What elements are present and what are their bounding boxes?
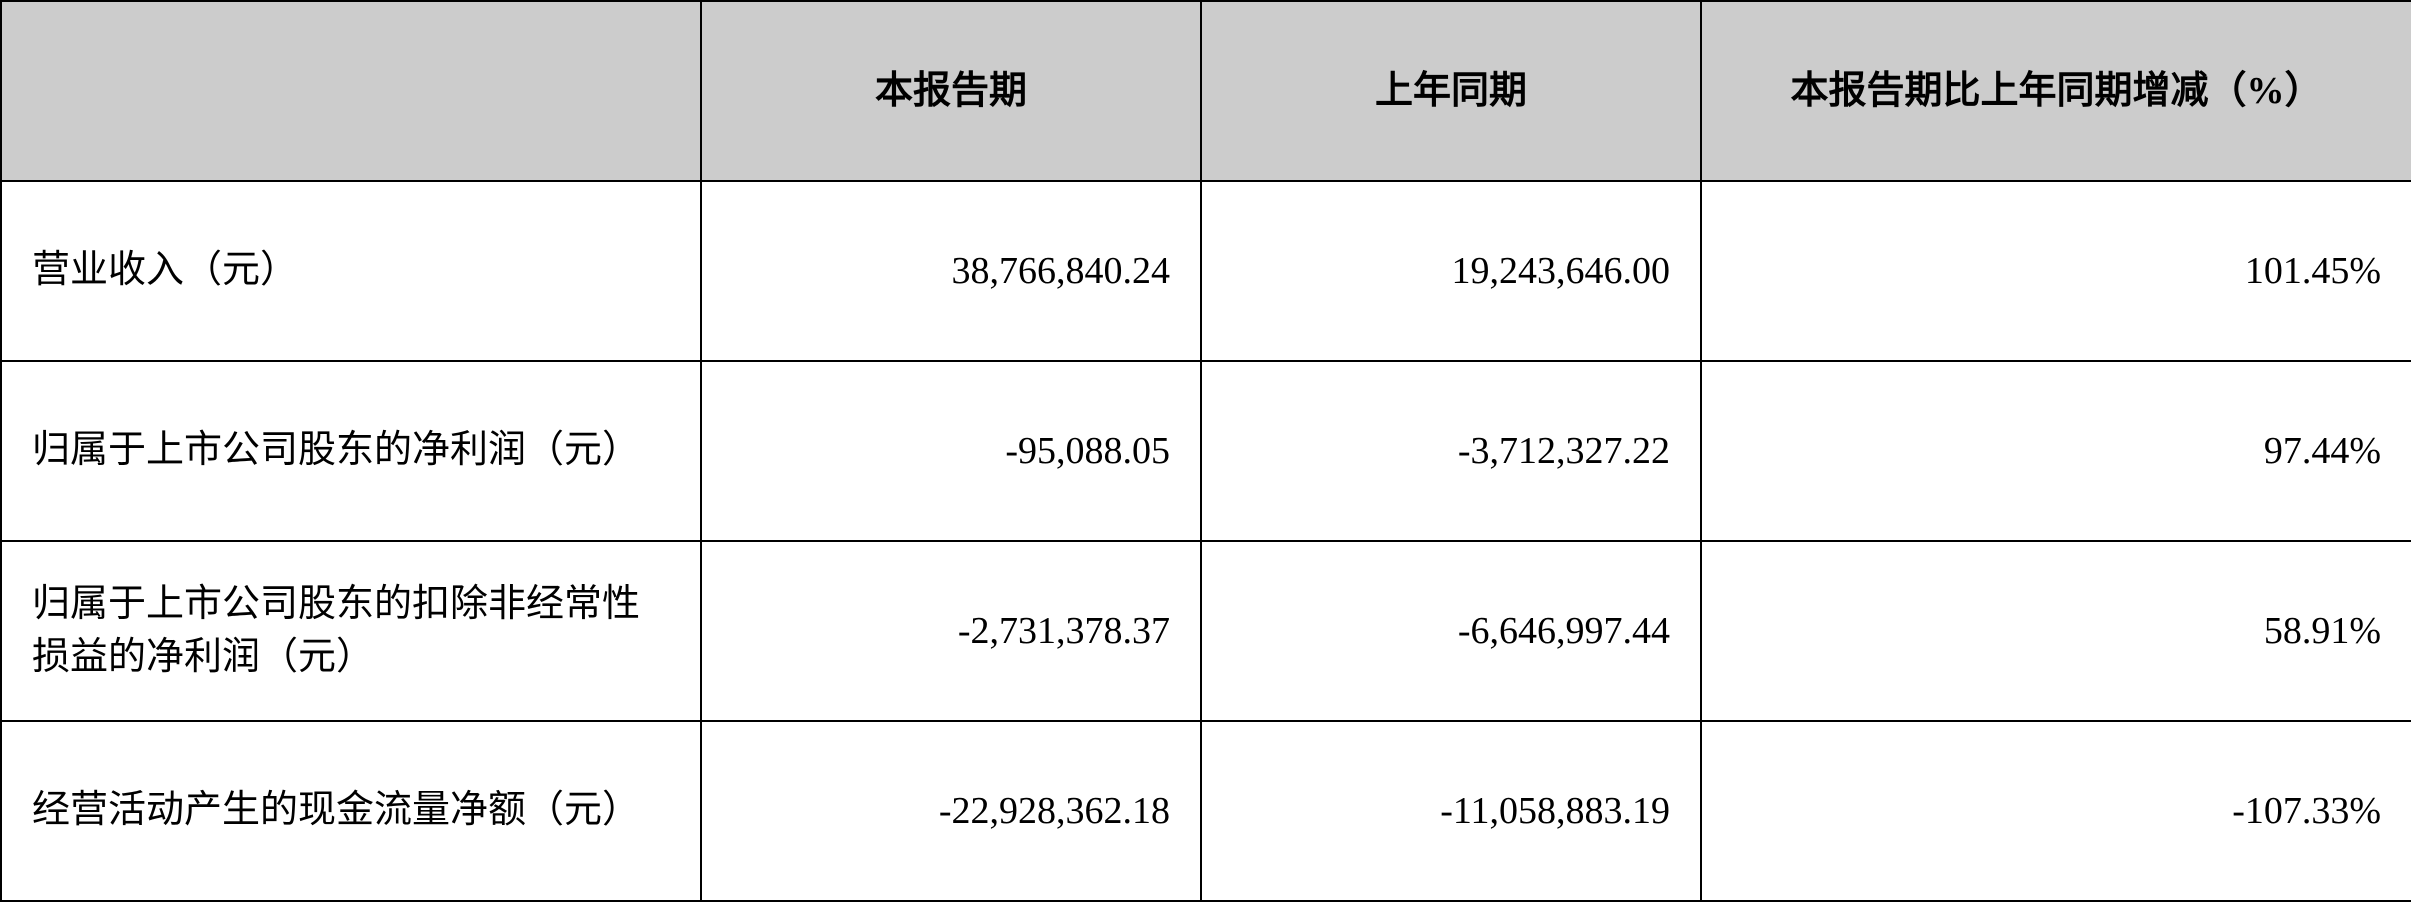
header-blank [1,1,701,181]
row-previous: -6,646,997.44 [1201,541,1701,721]
table-header-row: 本报告期 上年同期 本报告期比上年同期增减（%） [1,1,2411,181]
table-row: 营业收入（元） 38,766,840.24 19,243,646.00 101.… [1,181,2411,361]
header-previous-period: 上年同期 [1201,1,1701,181]
row-previous: 19,243,646.00 [1201,181,1701,361]
row-change: 58.91% [1701,541,2411,721]
table-row: 归属于上市公司股东的扣除非经常性损益的净利润（元） -2,731,378.37 … [1,541,2411,721]
row-label: 归属于上市公司股东的扣除非经常性损益的净利润（元） [1,541,701,721]
row-change: -107.33% [1701,721,2411,901]
header-change-percent: 本报告期比上年同期增减（%） [1701,1,2411,181]
row-previous: -11,058,883.19 [1201,721,1701,901]
financial-table: 本报告期 上年同期 本报告期比上年同期增减（%） 营业收入（元） 38,766,… [0,0,2411,902]
row-change: 97.44% [1701,361,2411,541]
row-label: 经营活动产生的现金流量净额（元） [1,721,701,901]
row-label: 归属于上市公司股东的净利润（元） [1,361,701,541]
header-current-period: 本报告期 [701,1,1201,181]
row-previous: -3,712,327.22 [1201,361,1701,541]
table-row: 归属于上市公司股东的净利润（元） -95,088.05 -3,712,327.2… [1,361,2411,541]
row-current: -95,088.05 [701,361,1201,541]
row-current: -2,731,378.37 [701,541,1201,721]
table-row: 经营活动产生的现金流量净额（元） -22,928,362.18 -11,058,… [1,721,2411,901]
row-current: 38,766,840.24 [701,181,1201,361]
row-current: -22,928,362.18 [701,721,1201,901]
row-change: 101.45% [1701,181,2411,361]
row-label: 营业收入（元） [1,181,701,361]
